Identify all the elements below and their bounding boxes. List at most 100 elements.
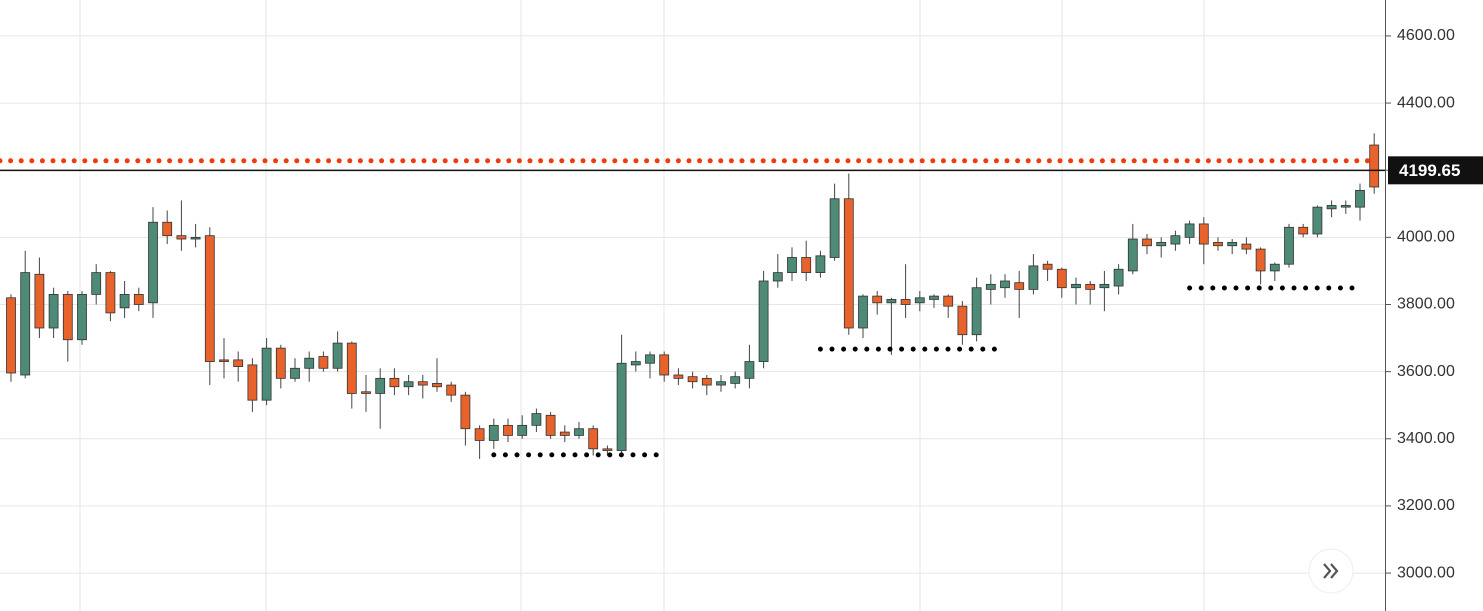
y-tick-label: 3800.00 — [1397, 296, 1455, 313]
y-tick-label: 3400.00 — [1397, 430, 1455, 447]
candle-body — [630, 361, 641, 366]
candle-body — [417, 381, 428, 386]
candle-body — [1170, 235, 1181, 245]
candle-body — [1071, 283, 1081, 289]
candle-body — [843, 198, 854, 329]
candle-body — [574, 428, 584, 436]
current-price-label: 4199.65 — [1399, 161, 1460, 180]
candle-body — [1284, 226, 1294, 265]
scroll-icon[interactable] — [1323, 563, 1339, 579]
candle-body — [1184, 223, 1195, 238]
candle-body — [318, 356, 329, 369]
candle-body — [815, 255, 826, 274]
candle-body — [1213, 241, 1223, 247]
candle-body — [1014, 282, 1025, 290]
candle-body — [34, 273, 45, 329]
candle-body — [1227, 241, 1238, 247]
candle-body — [1156, 241, 1167, 247]
y-tick-label: 3600.00 — [1397, 363, 1455, 380]
candle-body — [1340, 205, 1351, 208]
candles — [6, 133, 1380, 459]
candle-body — [886, 299, 897, 304]
candle-body — [446, 384, 457, 396]
candle-body — [687, 376, 698, 383]
candle-body — [403, 381, 414, 388]
candle-body — [105, 272, 116, 314]
candle-body — [858, 295, 868, 329]
y-tick-label: 4600.00 — [1397, 27, 1455, 44]
candle-body — [1113, 268, 1124, 287]
candle-body — [1042, 263, 1053, 270]
candle-body — [91, 272, 102, 295]
candle-body — [559, 431, 570, 436]
candle-body — [233, 359, 244, 367]
candle-body — [1312, 206, 1323, 235]
candle-body — [304, 357, 315, 369]
candle-body — [1127, 238, 1138, 272]
candle-body — [772, 272, 783, 282]
candle-body — [602, 448, 613, 451]
candle-body — [1198, 223, 1209, 245]
candle-body — [389, 377, 400, 388]
candle-body — [290, 367, 300, 379]
current-price-box — [1388, 156, 1483, 185]
candle-body — [900, 299, 911, 305]
candle-body — [1269, 263, 1280, 272]
scroll-button[interactable] — [1308, 548, 1354, 594]
candle-body — [929, 295, 939, 300]
candle-body — [971, 287, 982, 336]
levels — [0, 158, 1385, 458]
candle-body — [275, 347, 286, 379]
candle-body — [673, 374, 684, 379]
candle-body — [474, 428, 485, 441]
candle-body — [985, 283, 996, 290]
candle-body — [1056, 268, 1067, 289]
candle-body — [701, 377, 712, 386]
candle-body — [588, 428, 599, 450]
candle-body — [119, 294, 130, 309]
candle-body — [1142, 238, 1152, 247]
candle-body — [77, 294, 87, 341]
candle-body — [332, 342, 343, 369]
candle-body — [1085, 283, 1096, 290]
y-tick-label: 3200.00 — [1397, 497, 1455, 514]
candle-body — [48, 294, 59, 329]
candle-body — [1298, 226, 1309, 235]
candle-body — [1241, 243, 1252, 250]
candle-body — [801, 257, 812, 274]
candle-body — [1255, 248, 1266, 272]
candle-body — [957, 305, 968, 336]
candle-body — [545, 414, 556, 436]
price-axis — [1385, 0, 1483, 611]
candle-body — [488, 424, 499, 441]
candle-body — [219, 359, 229, 362]
y-tick-label: 4000.00 — [1397, 229, 1455, 246]
candle-body — [162, 221, 173, 237]
candle-body — [20, 272, 31, 376]
candle-body — [716, 381, 726, 386]
candle-body — [62, 294, 73, 341]
candle-body — [914, 297, 925, 304]
candle-body — [787, 257, 797, 274]
candle-body — [247, 364, 258, 401]
candle-body — [190, 236, 201, 240]
candle-body — [1000, 280, 1010, 289]
candle-body — [1028, 265, 1039, 290]
candle-body — [1326, 205, 1337, 210]
candle-body — [730, 376, 741, 384]
candle-body — [361, 391, 371, 394]
candle-body — [432, 382, 442, 388]
candle-body — [375, 377, 386, 394]
y-tick-label: 3000.00 — [1397, 564, 1455, 581]
candle-body — [829, 198, 840, 258]
candle-body — [1355, 189, 1365, 208]
candle-body — [261, 347, 272, 401]
candle-body — [1099, 283, 1110, 289]
candle-body — [872, 295, 883, 304]
candle-body — [204, 235, 215, 362]
time-grid — [79, 0, 1205, 611]
candle-body — [645, 354, 655, 364]
candle-body — [148, 221, 158, 304]
candle-body — [460, 394, 471, 430]
